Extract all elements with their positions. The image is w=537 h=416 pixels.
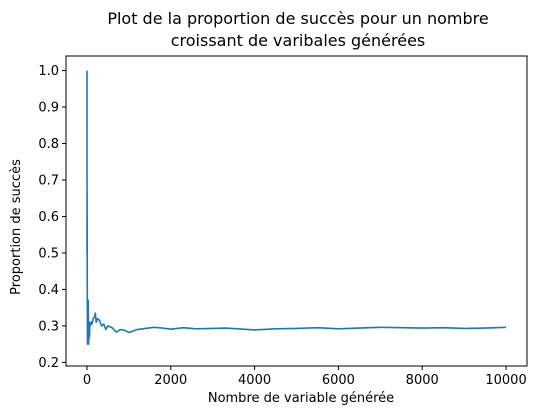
chart-title-line-1: Plot de la proportion de succès pour un … <box>107 9 488 28</box>
x-tick-label: 8000 <box>406 373 439 388</box>
y-tick-label: 0.7 <box>38 174 59 189</box>
x-tick-label: 0 <box>83 373 91 388</box>
chart-title: Plot de la proportion de succès pour un … <box>107 9 488 50</box>
y-tick-label: 0.9 <box>38 101 59 116</box>
y-axis-label: Proportion de succès <box>9 159 24 295</box>
y-tick-label: 0.3 <box>38 319 59 334</box>
series-line <box>86 70 507 345</box>
y-tick-label: 0.6 <box>38 210 59 225</box>
x-tick-label: 2000 <box>154 373 187 388</box>
y-tick-label: 0.5 <box>38 246 59 261</box>
x-tick-label: 4000 <box>238 373 271 388</box>
x-axis-ticks: 0 2000 4000 6000 8000 10000 <box>83 366 527 388</box>
chart-title-line-2: croissant de varibales générées <box>171 31 426 50</box>
plot-frame <box>65 55 528 367</box>
x-axis-label: Nombre de variable générée <box>208 391 394 406</box>
y-tick-label: 1.0 <box>38 64 59 79</box>
y-tick-label: 0.8 <box>38 137 59 152</box>
y-tick-label: 0.4 <box>38 283 59 298</box>
x-tick-label: 10000 <box>485 373 526 388</box>
y-axis-ticks: 0.2 0.3 0.4 0.5 0.6 0.7 0.8 0.9 1.0 <box>38 64 66 371</box>
y-tick-label: 0.2 <box>38 356 59 371</box>
x-tick-label: 6000 <box>322 373 355 388</box>
